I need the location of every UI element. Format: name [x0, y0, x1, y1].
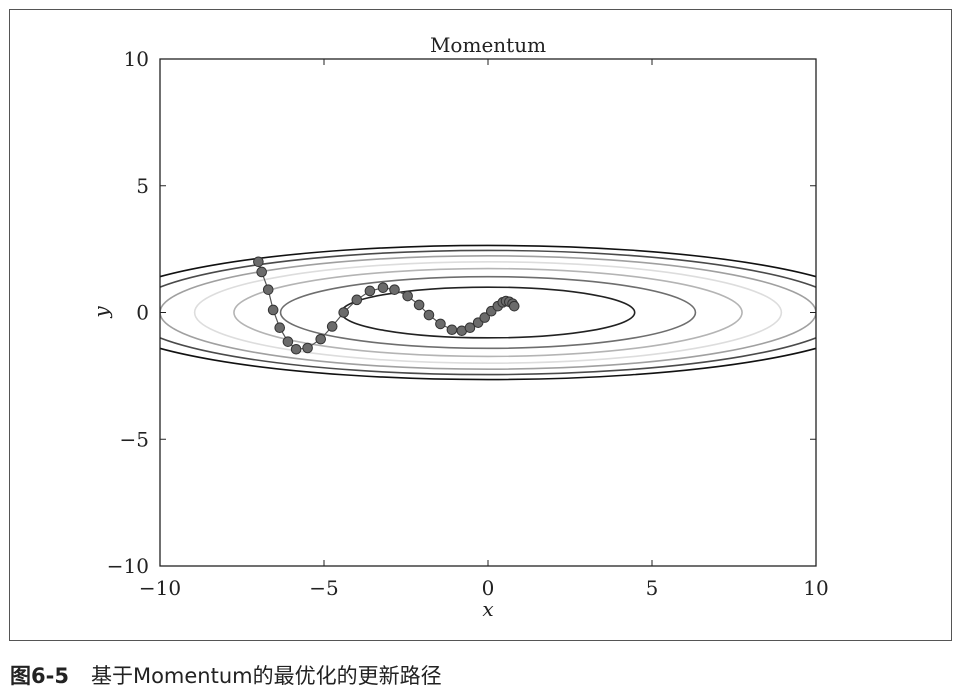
figure-caption-text: 基于Momentum的最优化的更新路径 — [90, 664, 442, 688]
momentum-chart: Momentum −10 −5 0 5 10 −10 −5 0 5 10 x y — [89, 33, 829, 621]
x-tick-label: 0 — [482, 576, 495, 600]
chart-title: Momentum — [430, 33, 546, 57]
x-axis-ticks: −10 −5 0 5 10 — [139, 59, 829, 600]
path-point — [274, 322, 286, 334]
path-point — [413, 299, 425, 311]
path-point — [351, 294, 363, 306]
x-tick-label: −10 — [139, 576, 181, 600]
path-point — [389, 284, 400, 295]
path-point — [315, 333, 327, 345]
path-point — [302, 342, 313, 354]
x-tick-label: −5 — [309, 576, 338, 600]
path-point — [290, 343, 302, 355]
path-line — [257, 261, 515, 350]
path-point — [446, 324, 458, 336]
path-point — [262, 284, 274, 295]
x-tick-label: 10 — [803, 576, 828, 600]
contour-level-6 — [160, 249, 816, 376]
x-axis-label: x — [482, 597, 493, 621]
contour-level-5 — [160, 255, 816, 370]
y-axis-ticks: −10 −5 0 5 10 — [107, 47, 816, 578]
path-point — [282, 336, 294, 347]
y-axis-label: y — [89, 306, 113, 319]
path-point — [256, 266, 267, 278]
y-tick-label: −10 — [107, 554, 149, 578]
path-point — [423, 309, 435, 321]
y-tick-label: 10 — [124, 47, 149, 71]
y-tick-label: −5 — [120, 427, 149, 451]
path-point — [479, 312, 491, 323]
path-point — [364, 285, 376, 297]
contour-level-7 — [160, 244, 816, 381]
y-tick-label: 0 — [136, 301, 149, 325]
path-point — [338, 307, 349, 318]
path-point — [435, 318, 446, 330]
path-point — [267, 304, 279, 316]
contour-level-4 — [193, 260, 783, 364]
figure-caption: 图6-5 基于Momentum的最优化的更新路径 — [10, 660, 442, 690]
path-point — [326, 321, 338, 332]
figure-number: 图6-5 — [10, 664, 69, 688]
path-point — [377, 282, 389, 293]
path-point — [508, 300, 520, 312]
path-point — [464, 322, 476, 334]
y-tick-label: 5 — [136, 174, 149, 198]
x-tick-label: 5 — [646, 576, 659, 600]
contour-level-2 — [279, 275, 697, 350]
contour-level-3 — [233, 267, 743, 358]
path-points — [253, 256, 520, 355]
path-point — [253, 256, 264, 268]
path-point — [402, 290, 413, 302]
optimization-path — [257, 261, 515, 350]
